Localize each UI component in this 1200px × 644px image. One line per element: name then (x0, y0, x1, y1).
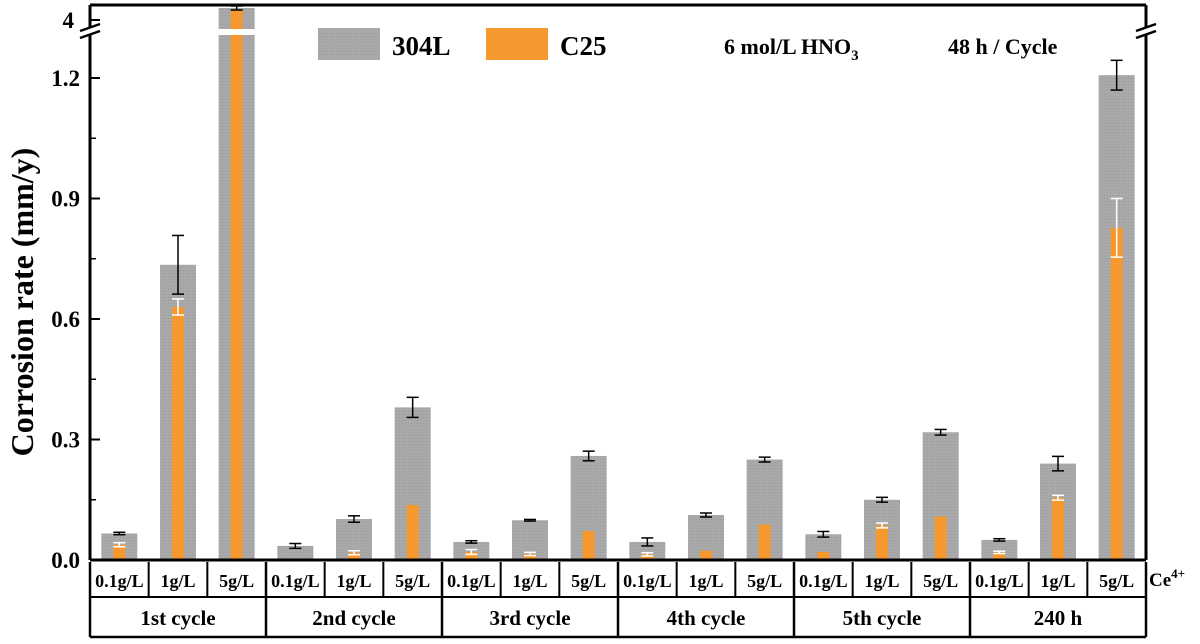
axis-break-right (1135, 22, 1157, 40)
bar-C25 (465, 551, 478, 560)
bar-C25 (348, 552, 360, 560)
legend: 304L C25 6 mol/L HNO3 48 h / Cycle (318, 28, 1058, 64)
legend-swatch-304L (318, 28, 380, 60)
x-tick-label: 5g/L (747, 571, 782, 591)
x-tick-label: 5g/L (571, 571, 606, 591)
bar-304L (277, 545, 314, 560)
x-tick-label: 5g/L (395, 571, 430, 591)
bar-C25 (582, 531, 595, 560)
y-tick-label: 4 (63, 8, 75, 33)
x-tick-label: 0.1g/L (623, 571, 672, 591)
error-bars-layer (113, 5, 1123, 557)
bar-C25 (113, 544, 126, 560)
bar-C25 (758, 524, 771, 560)
group-label: 3rd cycle (489, 606, 570, 630)
bar-C25 (172, 306, 184, 560)
group-label: 1st cycle (140, 606, 215, 630)
y-axis-ticks: 0.0 0.3 0.6 0.9 1.2 4 (51, 8, 100, 573)
x-tick-label: 1g/L (864, 571, 899, 591)
x-tick-label: 5g/L (1099, 571, 1134, 591)
group-label: 4th cycle (667, 606, 746, 630)
x-tick-label: 1g/L (160, 571, 195, 591)
bar-C25 (934, 516, 947, 560)
legend-swatch-C25 (486, 28, 548, 60)
bar-304L (981, 539, 1018, 560)
group-label: 5th cycle (843, 606, 922, 630)
bars-layer (101, 8, 1135, 561)
plot-frame (88, 3, 1148, 562)
x-tick-label: 1g/L (688, 571, 723, 591)
y-tick-label: 0.6 (51, 307, 80, 332)
legend-label-304L: 304L (392, 31, 451, 61)
bar-break-gap (218, 29, 255, 35)
x-tick-label: 0.1g/L (975, 571, 1024, 591)
x-tick-label: 5g/L (219, 571, 254, 591)
concentration-axis-label: Ce4+ (1149, 566, 1185, 591)
bar-C25 (1110, 227, 1123, 561)
x-tick-label: 1g/L (336, 571, 371, 591)
x-tick-label: 0.1g/L (447, 571, 496, 591)
axis-break-left (79, 22, 101, 40)
x-tick-label: 1g/L (1040, 571, 1075, 591)
bar-304L (629, 541, 666, 560)
y-tick-label: 0.3 (51, 428, 80, 453)
bar-C25 (406, 504, 419, 560)
x-tick-label: 0.1g/L (271, 571, 320, 591)
x-tick-label: 0.1g/L (95, 571, 144, 591)
group-label: 240 h (1034, 606, 1083, 630)
bar-C25 (700, 550, 712, 560)
x-tick-label: 1g/L (512, 571, 547, 591)
bar-C25 (817, 551, 830, 560)
y-tick-label: 0.0 (51, 548, 80, 573)
y-axis-label: Corrosion rate (mm/y) (4, 148, 40, 457)
y-tick-label: 0.9 (51, 187, 80, 212)
bar-C25 (1052, 497, 1064, 560)
annotation-duration: 48 h / Cycle (948, 34, 1058, 59)
bar-C25 (524, 553, 536, 560)
x-tick-label: 5g/L (923, 571, 958, 591)
bar-C25 (230, 10, 243, 560)
bar-C25 (641, 554, 654, 560)
y-tick-label: 1.2 (51, 66, 80, 91)
bar-C25 (876, 525, 888, 560)
x-tick-label: 0.1g/L (799, 571, 848, 591)
legend-label-C25: C25 (560, 31, 607, 61)
group-label: 2nd cycle (312, 606, 395, 630)
annotation-concentration: 6 mol/L HNO3 (724, 34, 859, 64)
bar-C25 (993, 552, 1006, 560)
